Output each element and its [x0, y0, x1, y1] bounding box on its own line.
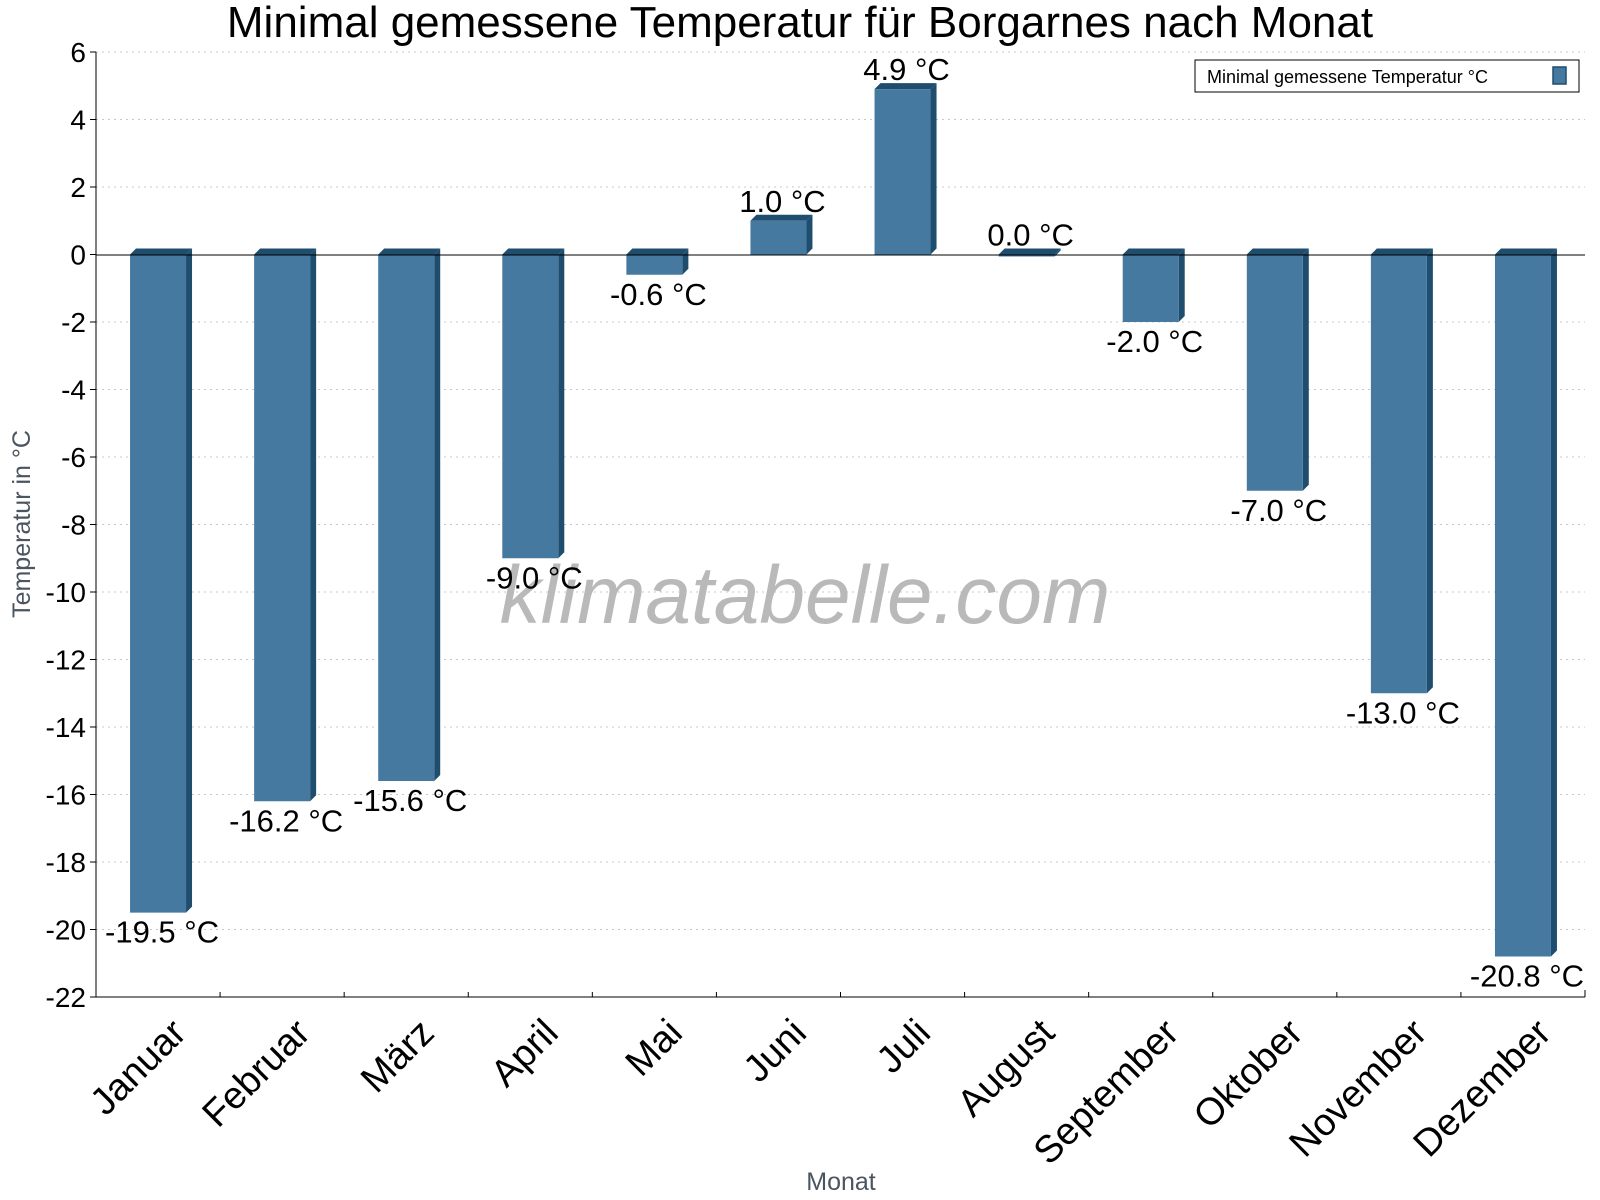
legend: Minimal gemessene Temperatur °C [1194, 59, 1580, 93]
bar [874, 89, 931, 255]
bar-group [378, 248, 441, 781]
bar-side [930, 83, 937, 255]
bar-side [1550, 248, 1557, 957]
y-tick-label: -2 [61, 307, 86, 338]
bar-group [1370, 248, 1433, 694]
y-tick-label: 2 [70, 172, 86, 203]
bar-group [874, 83, 937, 255]
data-label: -13.0 °C [1346, 695, 1460, 730]
bar-top [130, 248, 193, 255]
legend-entry-label: Minimal gemessene Temperatur °C [1207, 67, 1488, 87]
data-labels: -19.5 °C -16.2 °C -15.6 °C -9.0 °C -0.6 °C 1.… [105, 52, 1584, 993]
x-tick-label: Juli [869, 1012, 939, 1082]
bar [1494, 254, 1551, 957]
y-tick-label: 6 [70, 37, 86, 68]
bar-top [626, 248, 689, 255]
bar-group [1122, 248, 1185, 322]
y-ticks: 6 4 2 0 -2 -4 -6 -8 -10 -12 -14 -16 -18 -20 -22 [46, 37, 96, 1013]
bar-top [874, 83, 937, 90]
data-label: -2.0 °C [1106, 324, 1203, 359]
legend-swatch [1552, 66, 1567, 85]
bar-side [1426, 248, 1433, 694]
bar [1370, 254, 1427, 694]
bar-side [558, 248, 565, 559]
y-tick-label: -18 [46, 847, 86, 878]
data-label: -20.8 °C [1470, 959, 1584, 994]
data-label: 1.0 °C [739, 184, 826, 219]
x-ticks: Januar Februar März April Mai Juni Juli AugustS… [83, 992, 1586, 1173]
bar-side [310, 248, 317, 802]
bar-top [1494, 248, 1557, 255]
bar-top [998, 248, 1061, 255]
chart-title: Minimal gemessene Temperatur für Borgarn… [227, 0, 1373, 47]
data-label: -15.6 °C [353, 783, 467, 818]
data-label: -7.0 °C [1230, 493, 1327, 528]
y-tick-label: 0 [70, 240, 86, 271]
data-label: -16.2 °C [229, 803, 343, 838]
x-tick-label: März [353, 1012, 442, 1101]
bar-side [1178, 248, 1185, 322]
bar-side [434, 248, 441, 781]
bar-top [1122, 248, 1185, 255]
bar-top [1370, 248, 1433, 255]
x-axis-label: Monat [806, 1168, 876, 1196]
y-tick-label: -8 [61, 510, 86, 541]
grid-lines [96, 51, 1585, 930]
bar-group [626, 248, 689, 275]
bar [1246, 254, 1303, 491]
x-tick-label: Dezember [1406, 1011, 1560, 1165]
y-tick-label: 4 [70, 105, 86, 136]
data-label: 4.9 °C [863, 52, 950, 87]
y-tick-label: -14 [46, 712, 86, 743]
x-tick-label: Februar [195, 1011, 319, 1135]
data-label: 0.0 °C [987, 218, 1074, 253]
y-tick-label: -12 [46, 645, 86, 676]
x-tick-label: April [483, 1012, 566, 1095]
bar [750, 220, 807, 255]
bar-top [750, 214, 813, 221]
y-tick-label: -10 [46, 577, 86, 608]
watermark: klimatabelle.com [500, 550, 1111, 641]
bar-group [254, 248, 317, 802]
bar-side [806, 214, 813, 255]
data-label: -0.6 °C [610, 277, 707, 312]
y-tick-label: -20 [46, 915, 86, 946]
x-tick-label: Juni [736, 1012, 815, 1091]
bar-group [130, 248, 193, 913]
bar [254, 254, 311, 802]
x-tick-label: Januar [83, 1011, 195, 1123]
y-axis-label: Temperatur in °C [8, 430, 36, 618]
data-label: -19.5 °C [105, 915, 219, 950]
bar [502, 254, 559, 559]
bar-group [1494, 248, 1557, 957]
bar-side [186, 248, 193, 913]
bar [130, 254, 187, 913]
bar-top [254, 248, 317, 255]
bar-group [502, 248, 565, 559]
x-tick-label: Oktober [1186, 1011, 1312, 1137]
bar-group [750, 214, 813, 255]
bar-side [1302, 248, 1309, 491]
y-tick-label: -4 [61, 375, 86, 406]
bar-top [378, 248, 441, 255]
y-tick-label: -22 [46, 982, 86, 1013]
bars [130, 83, 1557, 957]
y-tick-label: -6 [61, 442, 86, 473]
bar [378, 254, 435, 781]
legend-box [1194, 59, 1580, 93]
bar [626, 254, 683, 275]
y-tick-label: -16 [46, 780, 86, 811]
x-tick-label: Mai [618, 1012, 691, 1085]
bar-top [1246, 248, 1309, 255]
bar [1122, 254, 1179, 322]
x-tick-label: August [950, 1011, 1064, 1125]
bar-top [502, 248, 565, 255]
data-label: -9.0 °C [486, 560, 583, 595]
bar-group [1246, 248, 1309, 491]
